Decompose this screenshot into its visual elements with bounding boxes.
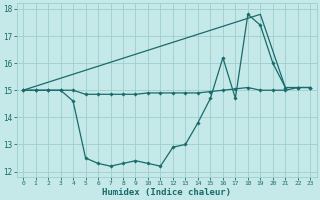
X-axis label: Humidex (Indice chaleur): Humidex (Indice chaleur) (102, 188, 231, 197)
